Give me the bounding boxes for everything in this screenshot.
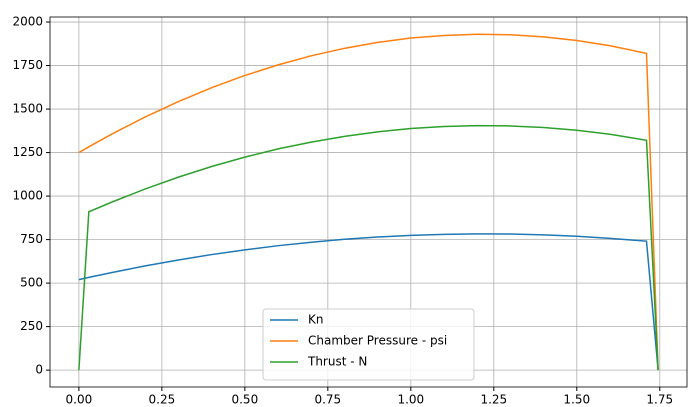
legend-box bbox=[262, 308, 475, 381]
x-tick-label: 1.75 bbox=[646, 393, 673, 407]
x-tick-label: 0.50 bbox=[231, 393, 258, 407]
y-tick-label: 1250 bbox=[12, 145, 43, 159]
x-tick-label: 1.25 bbox=[480, 393, 507, 407]
legend-label: Thrust - N bbox=[307, 355, 367, 369]
line-series bbox=[78, 233, 659, 371]
x-tick-label: 0.00 bbox=[66, 393, 93, 407]
x-tick-label: 0.25 bbox=[149, 393, 176, 407]
legend-label: Chamber Pressure - psi bbox=[308, 334, 447, 348]
y-tick-label: 0 bbox=[35, 363, 43, 377]
y-tick-label: 2000 bbox=[12, 15, 43, 29]
plot-frame bbox=[49, 16, 688, 388]
y-tick-label: 1750 bbox=[12, 58, 43, 72]
y-tick-label: 250 bbox=[20, 319, 43, 333]
y-tick-label: 750 bbox=[20, 232, 43, 246]
y-tick-label: 1000 bbox=[12, 189, 43, 203]
x-tick-label: 1.00 bbox=[397, 393, 424, 407]
x-tick-label: 1.50 bbox=[563, 393, 590, 407]
y-tick-label: 500 bbox=[20, 276, 43, 290]
line-series bbox=[78, 124, 659, 371]
x-tick-label: 0.75 bbox=[314, 393, 341, 407]
line-series bbox=[78, 33, 659, 371]
legend-label: Kn bbox=[308, 313, 323, 327]
y-tick-label: 1500 bbox=[12, 102, 43, 116]
